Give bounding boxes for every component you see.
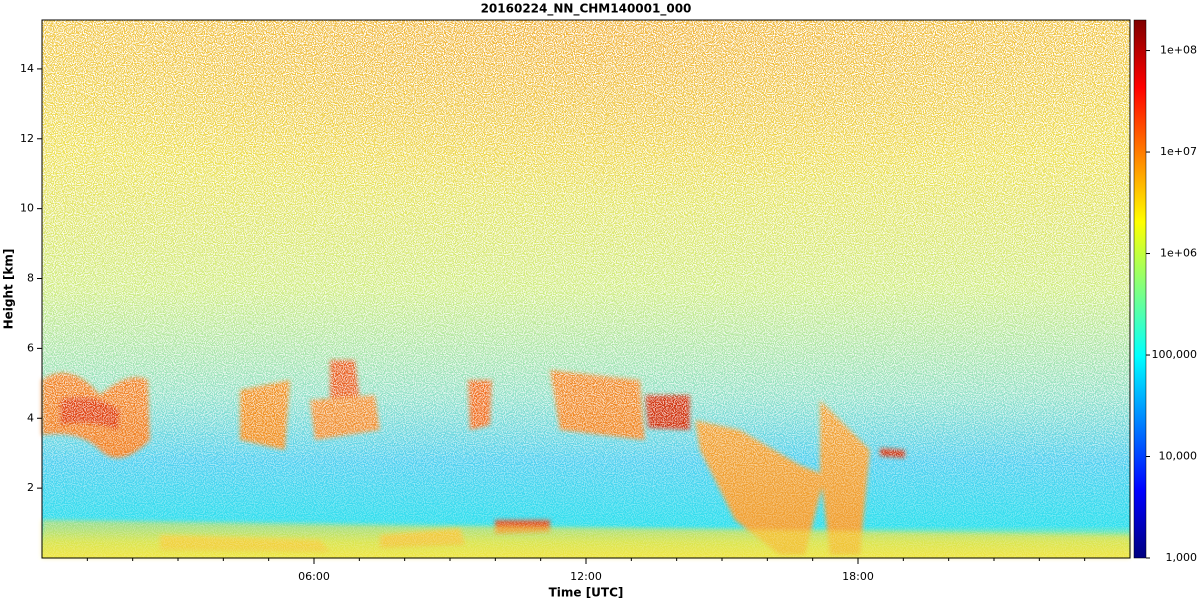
y-tick-label: 12 [20, 132, 34, 145]
y-tick-label: 2 [27, 481, 34, 494]
x-tick-label: 18:00 [842, 570, 874, 583]
chart-title: 20160224_NN_CHM140001_000 [481, 2, 692, 17]
y-tick-label: 10 [20, 202, 34, 215]
y-axis-label: Height [km] [2, 249, 16, 330]
colorbar-tick-label: 100,000 [1152, 348, 1198, 361]
colorbar [1133, 19, 1147, 559]
colorbar-tick-label: 10,000 [1159, 450, 1198, 463]
y-tick-label: 4 [27, 411, 34, 424]
x-tick-label: 12:00 [570, 570, 602, 583]
colorbar-tick-label: 1e+07 [1160, 145, 1197, 158]
y-tick-label: 8 [27, 272, 34, 285]
heatmap-image [42, 20, 1130, 558]
colorbar-tick-label: 1e+06 [1160, 247, 1197, 260]
x-axis-label: Time [UTC] [549, 586, 624, 600]
x-tick-label: 06:00 [298, 570, 330, 583]
y-tick-label: 14 [20, 62, 34, 75]
colorbar-tick-label: 1e+08 [1160, 44, 1197, 57]
colorbar-tick-label: 1,000 [1166, 551, 1198, 564]
y-tick-label: 6 [27, 341, 34, 354]
